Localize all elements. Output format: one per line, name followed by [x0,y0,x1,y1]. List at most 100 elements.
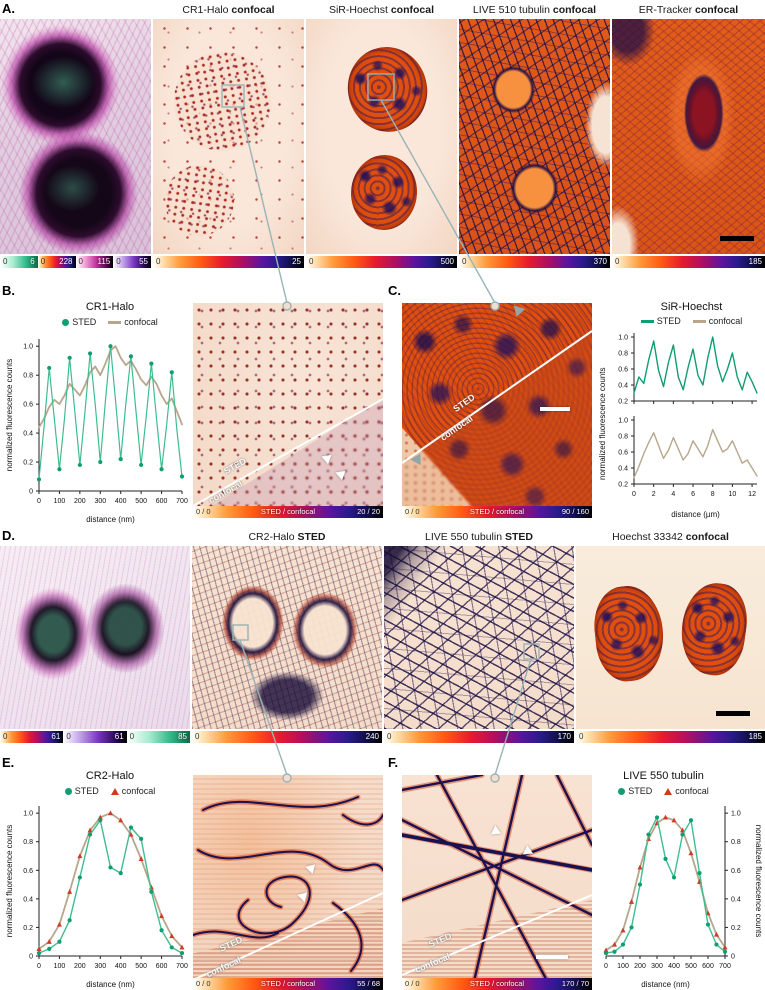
svg-text:500: 500 [685,963,697,970]
nucleus [590,582,668,685]
panel-a-label: A. [2,1,15,16]
svg-text:700: 700 [719,963,731,970]
svg-text:0: 0 [29,954,33,961]
scale-bar [720,236,754,241]
svg-text:600: 600 [702,963,714,970]
confocal-line-icon [692,319,706,323]
panel-d-image-overview-composite [0,546,190,729]
title-live550-tubulin-sted: LIVE 550 tubulin STED [425,531,533,543]
colorbar-cr2-halo: 0 240 [192,731,382,743]
plot-f-title: LIVE 550 tubulin [623,770,704,782]
panel-a-image-live510-tubulin [459,19,610,254]
colorbar-live510-tubulin: 0 370 [459,256,610,268]
zoom-colorbar: 0 / 0 STED / confocal 170 / 70 [402,978,592,990]
title-sir-hoechst-confocal: SiR-Hoechst confocal [328,4,435,16]
colorbar-segment-magenta: 0 115 [75,256,114,268]
svg-text:0.4: 0.4 [618,466,628,473]
svg-text:300: 300 [94,498,106,505]
plot-b-legend: STED confocal [2,317,190,327]
svg-text:400: 400 [668,963,680,970]
svg-text:0.8: 0.8 [23,373,33,380]
svg-text:100: 100 [617,963,629,970]
title-cr1-halo-confocal: CR1-Halo confocal [182,4,275,16]
svg-text:400: 400 [115,963,127,970]
diagonal-split-line [402,330,592,464]
sted-dot-icon [62,318,70,326]
svg-text:300: 300 [94,963,106,970]
panel-b-label: B. [2,283,15,298]
svg-text:600: 600 [156,498,168,505]
confocal-line-icon [108,320,122,324]
plot-f-legend: STED confocal [598,786,765,796]
nucleus-speckles [166,44,279,159]
plot-c-block: SiR-Hoechst STED confocal normalized flu… [598,295,765,525]
svg-text:0.6: 0.6 [618,450,628,457]
svg-text:0.8: 0.8 [731,839,741,846]
panel-d-image-live550-tubulin-sted [384,546,574,729]
svg-text:0: 0 [37,963,41,970]
svg-text:200: 200 [74,963,86,970]
title-er-tracker-confocal: ER-Tracker confocal [638,4,739,16]
svg-text:0.4: 0.4 [23,431,33,438]
svg-text:1.0: 1.0 [23,811,33,818]
svg-text:0.2: 0.2 [23,460,33,467]
panel-d-image-cr2-halo-sted [192,546,382,729]
svg-text:4: 4 [671,491,675,498]
colorbar-composite-d: 0 61 0 61 0 85 [0,731,190,743]
svg-text:0.2: 0.2 [618,482,628,489]
svg-text:distance (nm): distance (nm) [641,980,690,989]
colorbar-segment-violet: 0 61 [63,731,127,743]
svg-text:0.4: 0.4 [23,896,33,903]
scale-bar [716,711,750,716]
nucleus [675,578,753,679]
svg-text:700: 700 [176,498,188,505]
svg-text:400: 400 [115,498,127,505]
svg-text:normalized fluorescence counts: normalized fluorescence counts [5,359,14,472]
svg-text:distance (µm): distance (µm) [671,510,720,519]
svg-text:0.8: 0.8 [618,434,628,441]
svg-text:normalized fluorescence counts: normalized fluorescence counts [5,825,14,938]
panel-d-label: D. [2,528,15,543]
svg-text:0: 0 [604,963,608,970]
plot-e-block: CR2-Halo STED confocal 0 100 200 300 400 500 6… [2,764,190,990]
zoom-colorbar: 0 / 0 STED / confocal 55 / 68 [193,978,383,990]
nucleus [348,153,421,233]
svg-text:0: 0 [37,498,41,505]
svg-text:0: 0 [29,489,33,496]
svg-text:6: 6 [691,491,695,498]
confocal-triangle-icon [664,787,673,795]
svg-text:0.2: 0.2 [23,925,33,932]
diagonal-split-line [402,894,592,976]
cr2-network-texture [193,775,383,990]
colorbar-sir-hoechst: 0 500 [306,256,457,268]
sted-dot-icon [618,787,626,795]
panel-c-zoom-image: STED confocal 0 / 0 STED / confocal 90 /… [402,303,592,518]
svg-text:distance (nm): distance (nm) [86,980,135,989]
scale-bar [540,407,570,411]
plot-e-legend: STED confocal [2,786,190,796]
plot-c-title: SiR-Hoechst [660,301,723,313]
plot-b-title: CR1-Halo [85,301,135,313]
colorbar-segment-hot: 0 228 [37,256,76,268]
panel-a-image-overview-composite [0,19,151,254]
svg-text:8: 8 [711,491,715,498]
svg-text:normalized fluorescence counts: normalized fluorescence counts [754,825,763,938]
svg-text:100: 100 [54,498,66,505]
colorbar-er-tracker: 0 185 [612,256,765,268]
nucleus-speckles [160,160,240,240]
svg-text:300: 300 [651,963,663,970]
svg-text:0.6: 0.6 [618,367,628,374]
panel-e-zoom-image: STED confocal 0 / 0 STED / confocal 55 /… [193,775,383,990]
svg-text:1.0: 1.0 [23,344,33,351]
colorbar-hoechst: 0 185 [576,731,765,743]
svg-text:0.8: 0.8 [23,839,33,846]
panel-c-label: C. [388,283,401,298]
panel-e-label: E. [2,755,15,770]
title-hoechst-confocal: Hoechst 33342 confocal [612,531,729,543]
svg-text:200: 200 [634,963,646,970]
plot-b-svg: 0 100 200 300 400 500 600 700 0 0.2 0.4 0.6 0.8 1.0 di… [5,339,188,524]
svg-text:0.2: 0.2 [618,399,628,406]
panel-a-image-er-tracker [612,19,765,254]
svg-text:0.8: 0.8 [618,351,628,358]
